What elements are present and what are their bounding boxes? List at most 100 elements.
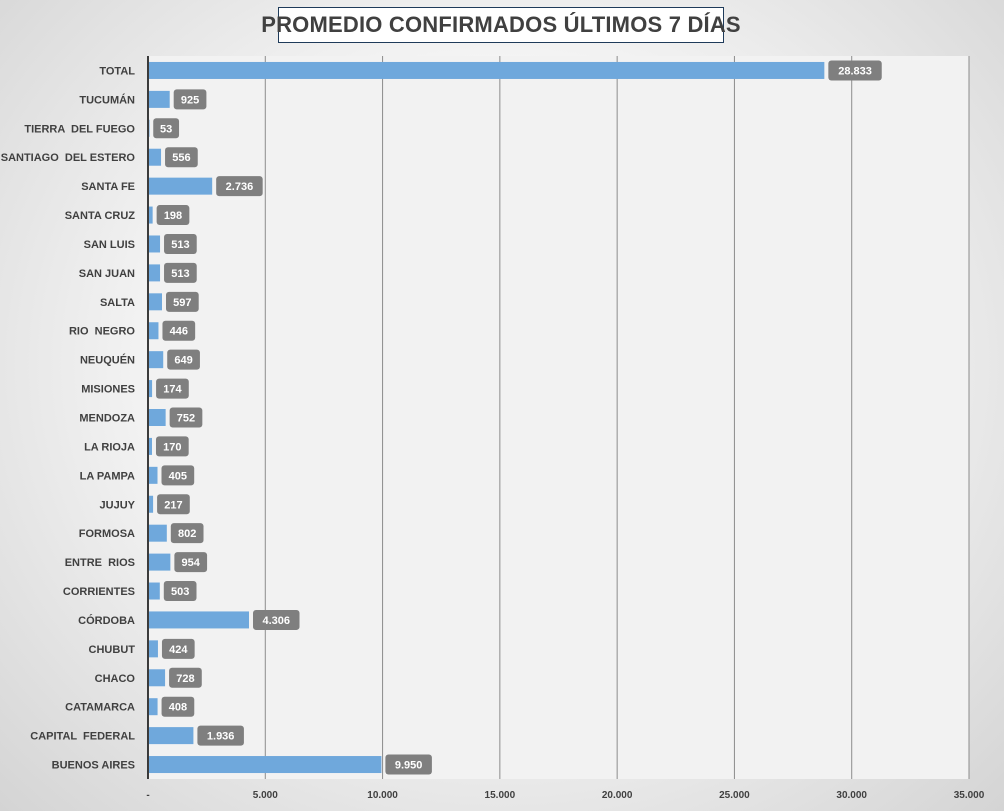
- bar: [149, 351, 164, 369]
- data-label-bg: [165, 147, 198, 168]
- data-label-bg: [170, 523, 204, 544]
- data-label-bg: [174, 552, 208, 573]
- data-label: 2.736: [226, 181, 254, 193]
- data-label: 513: [171, 268, 189, 280]
- data-label-bg: [161, 638, 195, 659]
- data-label-bg: [253, 609, 300, 630]
- data-label: 556: [172, 152, 190, 164]
- bar: [149, 235, 161, 253]
- data-label: 4.306: [262, 615, 290, 627]
- category-label: BUENOS AIRES: [52, 760, 135, 772]
- data-label-bg: [162, 320, 196, 341]
- x-tick-label: 15.000: [485, 790, 516, 801]
- category-label: JUJUY: [100, 499, 136, 511]
- data-label-bg: [164, 262, 197, 283]
- category-label: CÓRDOBA: [78, 614, 135, 627]
- category-label: ENTRE RIOS: [65, 557, 135, 569]
- category-label: RIO NEGRO: [69, 326, 135, 338]
- data-label: 174: [163, 384, 182, 396]
- category-label: TOTAL: [99, 65, 135, 77]
- data-label-bg: [157, 494, 190, 515]
- category-label: CAPITAL FEDERAL: [30, 731, 135, 743]
- bar: [149, 264, 161, 282]
- data-label: 446: [170, 326, 188, 338]
- category-label: SAN LUIS: [84, 239, 135, 251]
- category-label: TIERRA DEL FUEGO: [24, 123, 135, 135]
- data-label-bg: [161, 696, 195, 717]
- bar: [149, 495, 154, 513]
- category-label: CHUBUT: [89, 644, 136, 656]
- data-label: 802: [178, 528, 196, 540]
- data-label-bg: [169, 407, 203, 428]
- data-label-bg: [156, 378, 189, 399]
- data-label-bg: [385, 754, 432, 775]
- bar: [149, 727, 194, 745]
- x-tick-label: 35.000: [954, 790, 985, 801]
- bar: [149, 293, 163, 311]
- bar: [149, 466, 158, 484]
- bar: [149, 61, 825, 79]
- bar: [149, 380, 153, 398]
- bar: [149, 611, 250, 629]
- x-tick-label: 30.000: [836, 790, 867, 801]
- bar: [149, 148, 162, 166]
- data-label-bg: [155, 436, 189, 457]
- data-label: 53: [160, 123, 172, 135]
- data-label-bg: [169, 667, 202, 688]
- bar: [149, 524, 167, 542]
- category-label: LA PAMPA: [80, 470, 135, 482]
- bar: [149, 698, 158, 716]
- bar: [149, 119, 150, 137]
- data-label: 28.833: [838, 65, 872, 77]
- x-tick-label: 5.000: [253, 790, 278, 801]
- data-label: 1.936: [207, 731, 235, 743]
- category-label: SANTIAGO DEL ESTERO: [1, 152, 136, 164]
- data-label-bg: [156, 205, 190, 226]
- data-label: 217: [164, 499, 182, 511]
- data-label: 954: [182, 557, 201, 569]
- bar: [149, 640, 158, 658]
- data-label: 198: [164, 210, 182, 222]
- x-tick-label: 20.000: [602, 790, 633, 801]
- data-label: 513: [171, 239, 189, 251]
- gridlines: [264, 56, 970, 779]
- x-tick-label: 10.000: [367, 790, 398, 801]
- bar: [149, 177, 213, 195]
- x-tick-label: 25.000: [719, 790, 750, 801]
- bar: [149, 90, 170, 108]
- bar: [149, 437, 152, 455]
- data-label: 728: [176, 673, 194, 685]
- data-label-bg: [167, 349, 200, 370]
- category-label: SANTA CRUZ: [65, 210, 136, 222]
- data-label-bg: [828, 60, 882, 81]
- x-tick-label: -: [146, 790, 149, 801]
- data-label-bg: [161, 465, 195, 486]
- category-label: LA RIOJA: [84, 441, 135, 453]
- category-label: CORRIENTES: [63, 586, 135, 598]
- chart-title-box: PROMEDIO CONFIRMADOS ÚLTIMOS 7 DÍAS: [261, 7, 741, 43]
- category-label: SALTA: [100, 297, 135, 309]
- data-label-bg: [153, 118, 180, 139]
- chart-title: PROMEDIO CONFIRMADOS ÚLTIMOS 7 DÍAS: [261, 12, 741, 37]
- category-label: CATAMARCA: [65, 702, 135, 714]
- data-label: 925: [181, 94, 199, 106]
- bar: [149, 582, 160, 600]
- plot-area: [148, 56, 969, 779]
- category-label: SANTA FE: [81, 181, 135, 193]
- bar: [149, 409, 166, 426]
- data-label: 170: [163, 441, 181, 453]
- category-label: SAN JUAN: [79, 268, 135, 280]
- category-label: CHACO: [95, 673, 136, 685]
- category-label: TUCUMÁN: [79, 93, 135, 106]
- data-label: 597: [173, 297, 191, 309]
- category-label: NEUQUÉN: [80, 354, 135, 367]
- data-label: 405: [169, 470, 187, 482]
- data-label: 752: [177, 413, 195, 425]
- category-label: MISIONES: [81, 384, 135, 396]
- data-label: 9.950: [395, 760, 423, 772]
- data-label: 424: [169, 644, 188, 656]
- data-label-bg: [163, 581, 197, 602]
- data-label-bg: [166, 291, 199, 312]
- labels: - 5.000 10.000 15.000 20.000 25.000 30.000 35.0…: [1, 60, 985, 801]
